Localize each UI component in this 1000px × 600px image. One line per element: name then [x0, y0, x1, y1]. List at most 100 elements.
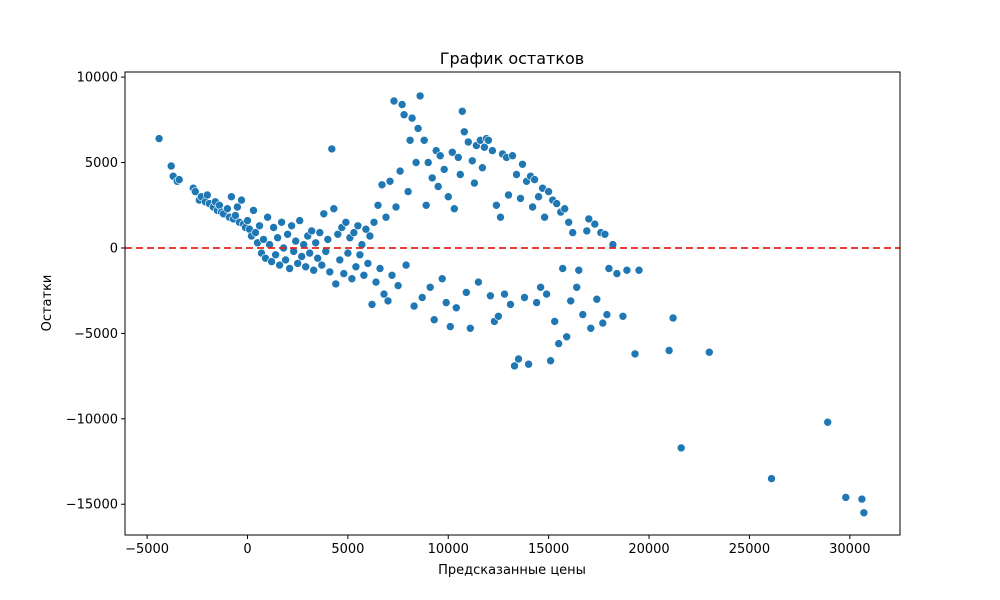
data-point — [291, 236, 301, 246]
data-point — [331, 279, 341, 289]
data-point — [508, 151, 517, 160]
data-point — [379, 289, 389, 299]
x-tick-label: −5000 — [125, 542, 169, 557]
data-point — [191, 187, 200, 196]
data-point — [767, 474, 776, 483]
data-point — [492, 201, 501, 210]
data-point — [339, 269, 349, 278]
data-point — [465, 323, 475, 333]
y-tick-label: −15000 — [66, 498, 118, 513]
data-point — [377, 180, 387, 190]
data-point — [351, 262, 361, 272]
data-point — [166, 161, 176, 171]
data-point — [566, 296, 576, 306]
data-point — [273, 233, 282, 242]
data-point — [287, 221, 296, 231]
x-tick-label: 20000 — [628, 542, 669, 557]
data-point — [453, 153, 463, 162]
plot-frame — [124, 71, 901, 536]
data-point — [552, 199, 562, 208]
data-point — [534, 192, 543, 201]
data-point — [301, 262, 311, 272]
data-point — [429, 315, 439, 325]
data-point — [459, 127, 469, 137]
data-point — [600, 230, 610, 239]
data-point — [514, 354, 523, 364]
data-point — [506, 300, 515, 309]
x-tick-label: 30000 — [829, 542, 870, 557]
data-point — [558, 264, 568, 273]
data-point — [478, 163, 487, 172]
data-point — [592, 294, 602, 304]
data-point — [455, 170, 465, 179]
data-point — [841, 493, 851, 502]
data-point — [520, 293, 529, 302]
data-point — [233, 202, 242, 212]
data-point — [584, 214, 594, 224]
y-tick-label: 10000 — [77, 71, 118, 86]
data-point — [664, 346, 674, 355]
data-point — [359, 270, 369, 280]
data-point — [223, 204, 232, 213]
data-point — [413, 124, 423, 133]
data-point — [564, 218, 574, 227]
data-point — [381, 212, 391, 222]
y-tick-label: 0 — [110, 241, 118, 256]
data-point — [341, 218, 351, 227]
data-point — [532, 298, 541, 307]
x-tick-label: 15000 — [528, 542, 569, 557]
data-point — [293, 259, 303, 268]
data-point — [590, 219, 600, 229]
data-point — [518, 160, 527, 169]
data-point — [309, 265, 319, 275]
data-point — [540, 212, 549, 222]
data-point — [463, 137, 473, 147]
data-point — [277, 218, 286, 227]
data-point — [269, 223, 278, 232]
data-point — [536, 282, 545, 292]
data-point — [467, 156, 477, 166]
data-point — [365, 231, 375, 241]
x-tick-label: 25000 — [729, 542, 770, 557]
data-point — [403, 187, 413, 196]
data-point — [546, 356, 555, 366]
y-tick-label: −5000 — [74, 327, 118, 342]
y-axis-ticks: −15000 −10000 −5000 0 5000 10000 — [66, 71, 125, 513]
data-point — [562, 332, 572, 342]
data-point — [237, 195, 246, 205]
data-point — [355, 250, 365, 260]
data-point — [267, 257, 276, 266]
data-point — [441, 298, 451, 307]
data-point — [353, 221, 363, 231]
data-point — [271, 250, 280, 260]
y-axis-label: Остатки — [40, 275, 55, 332]
data-point — [401, 260, 411, 270]
data-point — [451, 303, 461, 313]
data-point — [512, 170, 521, 179]
data-point — [347, 274, 357, 284]
data-point — [311, 238, 321, 248]
data-point — [630, 349, 640, 359]
data-point — [443, 192, 453, 201]
data-point — [427, 173, 437, 183]
data-point — [494, 311, 503, 321]
data-point — [470, 178, 479, 188]
data-point — [622, 265, 632, 275]
data-point — [461, 288, 471, 297]
data-point — [423, 158, 433, 167]
data-point — [554, 339, 564, 348]
data-point — [488, 146, 497, 155]
data-point — [387, 270, 397, 280]
data-point — [435, 151, 445, 160]
data-point — [433, 182, 443, 191]
data-point — [373, 201, 383, 210]
data-point — [474, 277, 483, 287]
data-point — [574, 265, 584, 275]
data-point — [367, 300, 377, 309]
data-point — [510, 361, 519, 371]
data-point — [329, 204, 339, 213]
data-point — [335, 255, 345, 265]
data-point — [859, 508, 869, 518]
data-point — [516, 194, 525, 203]
data-point — [393, 281, 403, 290]
